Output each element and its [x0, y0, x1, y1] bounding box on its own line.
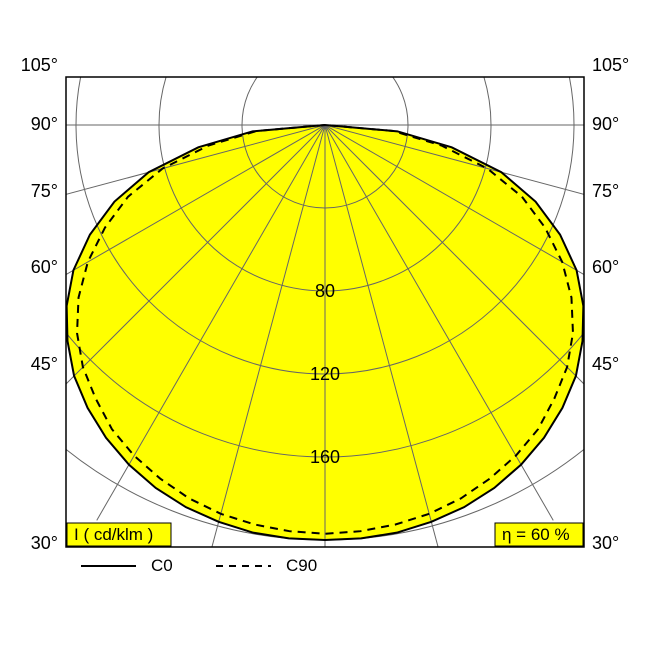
- angle-label-left: 90°: [31, 114, 58, 134]
- legend-c0-label: C0: [151, 556, 173, 575]
- angle-label-right: 90°: [592, 114, 619, 134]
- angle-label-left: 45°: [31, 354, 58, 374]
- angle-label-left: 30°: [31, 533, 58, 553]
- angle-label-right: 75°: [592, 181, 619, 201]
- angle-label-right: 45°: [592, 354, 619, 374]
- polar-chart-svg: 105° 90° 75° 60° 45° 30° 105° 90° 75° 60° 45° 30° 80…: [0, 0, 650, 650]
- angle-label-left: 75°: [31, 181, 58, 201]
- polar-chart-container: 105° 90° 75° 60° 45° 30° 105° 90° 75° 60° 45° 30° 80…: [0, 0, 650, 650]
- angle-label-left: 105°: [21, 55, 58, 75]
- eta-label: η = 60 %: [502, 525, 570, 544]
- unit-label: I ( cd/klm ): [74, 525, 153, 544]
- angle-label-right: 105°: [592, 55, 629, 75]
- radial-value-label: 160: [310, 447, 340, 467]
- legend-c90-label: C90: [286, 556, 317, 575]
- angle-label-left: 60°: [31, 257, 58, 277]
- angle-label-right: 30°: [592, 533, 619, 553]
- radial-value-label: 80: [315, 281, 335, 301]
- angle-label-right: 60°: [592, 257, 619, 277]
- radial-value-label: 120: [310, 364, 340, 384]
